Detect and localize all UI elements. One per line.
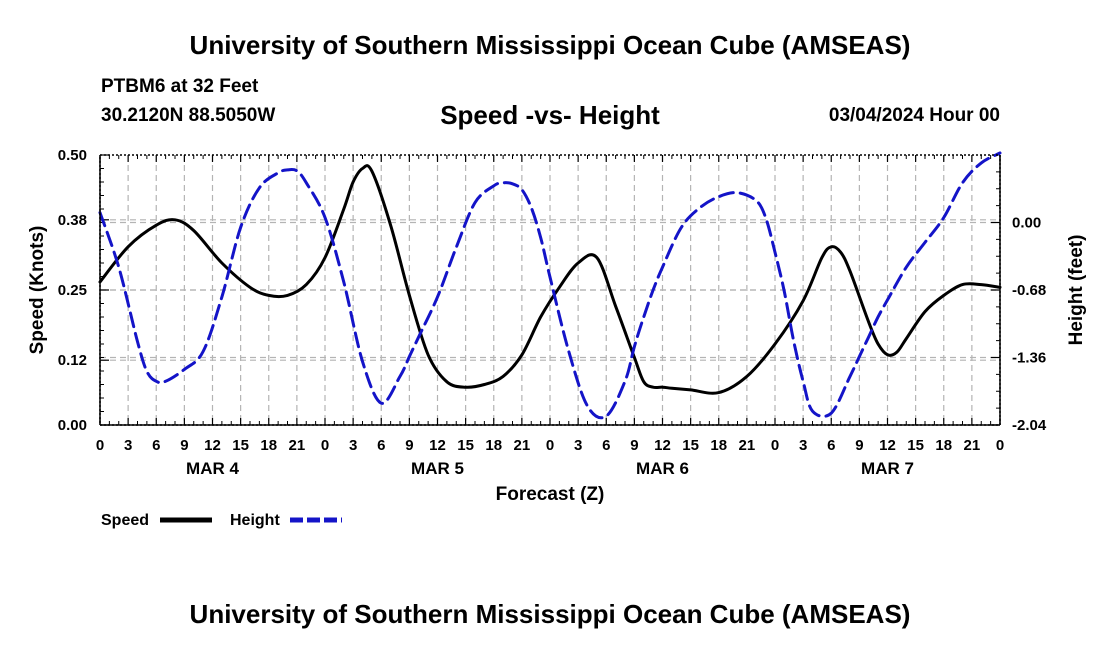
x-tick-label: 21 (739, 437, 756, 454)
grid-layer (100, 155, 1000, 425)
y-axis-label: Speed (Knots) (27, 226, 48, 355)
x-tick-label: 0 (321, 437, 329, 454)
x-tick-label: 3 (349, 437, 357, 454)
x-tick-label: 0 (96, 437, 104, 454)
x-axis-label: Forecast (Z) (496, 484, 605, 505)
x-tick-label: 12 (429, 437, 446, 454)
x-tick-label: 12 (654, 437, 671, 454)
x-tick-label: 0 (771, 437, 779, 454)
y2-axis-label: Height (feet) (1066, 235, 1087, 346)
x-tick-label: 6 (827, 437, 835, 454)
x-tick-label: 9 (180, 437, 188, 454)
x-tick-label: 15 (682, 437, 699, 454)
speed-vs-height-chart: 0 3 6 9 12 15 18 21 0 3 6 9 12 15 18 21 0 3 6 9 12 15 18 21 0 3 6 9… (27, 147, 1087, 529)
y-tick-label: 0.38 (58, 212, 87, 229)
chart-title: Speed -vs- Height (440, 100, 660, 130)
x-tick-label: 21 (514, 437, 531, 454)
series-layer (98, 151, 1002, 420)
footer-title: University of Southern Mississippi Ocean… (189, 599, 911, 629)
date-label: 03/04/2024 Hour 00 (828, 105, 1000, 126)
x-tick-label: 15 (457, 437, 474, 454)
x-tick-label: 9 (855, 437, 863, 454)
x-tick-label: 18 (260, 437, 277, 454)
height-series-line (98, 151, 1002, 420)
x-day-label: MAR 6 (636, 459, 689, 478)
x-tick-label: 18 (485, 437, 502, 454)
x-day-label: MAR 4 (186, 459, 239, 478)
x-tick-label: 6 (602, 437, 610, 454)
x-tick-label: 12 (204, 437, 221, 454)
x-tick-label: 15 (232, 437, 249, 454)
y2-tick-label: -1.36 (1012, 350, 1046, 367)
speed-series-line (98, 164, 1002, 395)
main-title: University of Southern Mississippi Ocean… (189, 30, 911, 60)
x-day-label: MAR 5 (411, 459, 464, 478)
y-tick-label: 0.50 (58, 147, 87, 164)
x-tick-label: 3 (124, 437, 132, 454)
x-tick-label: 12 (879, 437, 896, 454)
y-tick-label: 0.12 (58, 352, 87, 369)
x-tick-label: 18 (710, 437, 727, 454)
x-tick-label: 0 (546, 437, 554, 454)
y2-tick-label: -2.04 (1012, 417, 1047, 434)
legend-height-label: Height (230, 512, 280, 529)
x-tick-label: 21 (964, 437, 981, 454)
y-tick-label: 0.00 (58, 417, 87, 434)
coordinates-label: 30.2120N 88.5050W (101, 105, 276, 126)
x-tick-label: 15 (907, 437, 924, 454)
ticks-layer: 0 3 6 9 12 15 18 21 0 3 6 9 12 15 18 21 0 3 6 9 12 15 18 21 0 3 6 9… (58, 147, 1047, 478)
x-tick-label: 3 (574, 437, 582, 454)
y2-tick-label: -0.68 (1012, 282, 1046, 299)
x-tick-label: 3 (799, 437, 807, 454)
x-tick-label: 18 (935, 437, 952, 454)
x-tick-label: 9 (630, 437, 638, 454)
station-label: PTBM6 at 32 Feet (101, 76, 259, 97)
x-tick-label: 0 (996, 437, 1004, 454)
x-tick-label: 6 (152, 437, 160, 454)
x-day-label: MAR 7 (861, 459, 914, 478)
y-tick-label: 0.25 (58, 282, 87, 299)
x-tick-label: 9 (405, 437, 413, 454)
y2-tick-label: 0.00 (1012, 215, 1041, 232)
legend-speed-label: Speed (101, 512, 149, 529)
x-tick-label: 21 (289, 437, 306, 454)
x-tick-label: 6 (377, 437, 385, 454)
